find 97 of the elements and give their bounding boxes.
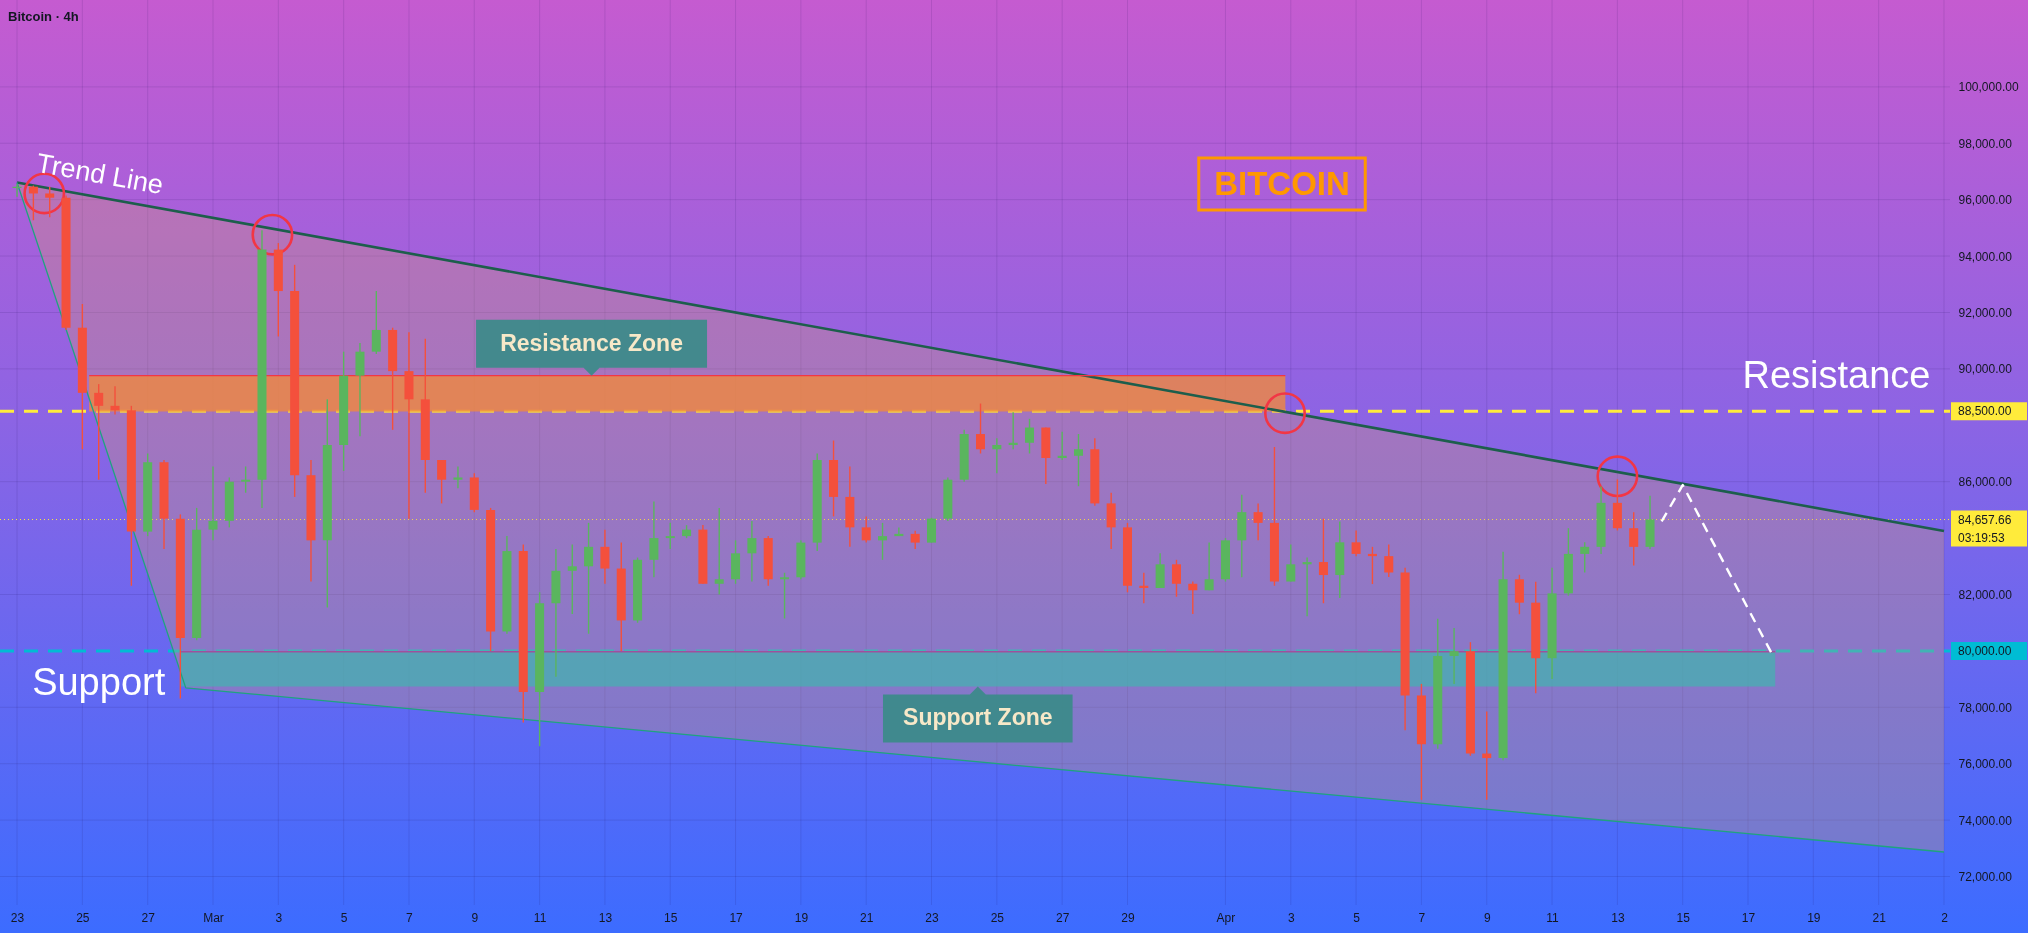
y-tick-label: 72,000.00 (1958, 870, 2013, 885)
x-tick-label: 29 (1121, 910, 1135, 925)
candlestick (437, 459, 447, 505)
series-label: Resistance Zone (500, 329, 683, 356)
candlestick (1204, 541, 1214, 591)
x-tick-label: 13 (598, 910, 613, 925)
x-tick-label: 9 (1483, 910, 1491, 925)
annotation: BITCOIN (1214, 165, 1350, 202)
candlestick (1188, 580, 1198, 615)
x-tick-label: 27 (1055, 910, 1070, 925)
x-tick-label: 19 (794, 910, 809, 925)
candlestick (1171, 559, 1181, 598)
candlestick (1253, 502, 1263, 542)
x-tick-label: 25 (990, 910, 1005, 925)
x-tick-label: 21 (1872, 910, 1887, 925)
candlestick (453, 465, 463, 489)
x-tick-label: 23 (925, 910, 940, 925)
annotation: Resistance (1742, 354, 1931, 397)
y-tick-label: 94,000.00 (1958, 249, 2013, 264)
candlestick (1106, 491, 1116, 550)
candlestick (1351, 529, 1361, 557)
ref-line-label: 84,657.66 (1958, 512, 2012, 527)
x-tick-label: 27 (141, 910, 156, 925)
candlestick (1318, 517, 1328, 604)
x-tick-label: 5 (340, 910, 348, 925)
candlestick (1514, 574, 1524, 615)
x-tick-label: 11 (533, 910, 547, 925)
x-tick-label: 17 (729, 910, 744, 925)
candlestick (910, 530, 920, 550)
candlestick (1008, 411, 1018, 450)
x-tick-label: 9 (471, 910, 479, 925)
candlestick (1367, 546, 1377, 585)
candlestick (1302, 556, 1312, 617)
ref-line-label: 80,000.00 (1958, 643, 2012, 658)
x-tick-label: 25 (76, 910, 90, 925)
x-tick-label: 19 (1807, 910, 1821, 925)
x-tick-label: 17 (1741, 910, 1756, 925)
candlestick (1384, 543, 1394, 578)
x-tick-label: Mar (203, 910, 224, 925)
y-tick-label: 100,000.00 (1958, 80, 2019, 95)
y-tick-label: 90,000.00 (1958, 362, 2013, 377)
x-tick-label: 3 (1287, 910, 1295, 925)
y-tick-label: 74,000.00 (1958, 813, 2013, 828)
x-tick-label: 2 (1941, 910, 1949, 925)
candlestick (1155, 552, 1165, 589)
y-tick-label: 98,000.00 (1958, 136, 2013, 151)
candlestick (894, 526, 904, 537)
candlestick (649, 500, 659, 578)
text: Bitcoin · 4h (8, 9, 79, 24)
candlestick (94, 383, 104, 481)
candlestick (1629, 511, 1639, 567)
candlestick (355, 342, 365, 437)
x-tick-label: 13 (1611, 910, 1625, 925)
x-tick-label: 7 (1418, 910, 1426, 925)
y-tick-label: 96,000.00 (1958, 193, 2013, 208)
candlestick (1057, 431, 1067, 461)
candlestick (714, 507, 724, 596)
ref-line-label: 88,500.00 (1958, 404, 2012, 419)
text: Trend Line (34, 147, 166, 201)
candlestick (747, 520, 757, 583)
y-tick-label: 78,000.00 (1958, 700, 2013, 715)
candlestick (1024, 418, 1035, 455)
x-tick-label: 5 (1353, 910, 1361, 925)
candlestick (976, 402, 986, 455)
candlestick (1449, 627, 1459, 685)
text: 03:19:53 (1958, 530, 2006, 545)
x-tick-label: 15 (664, 910, 678, 925)
candlestick (1580, 541, 1590, 574)
y-tick-label: 82,000.00 (1958, 588, 2013, 602)
candlestick (600, 528, 610, 585)
candlestick (567, 543, 577, 615)
candlestick (1139, 572, 1149, 604)
text: Support Zone (903, 704, 1053, 731)
annotation: Support (32, 660, 166, 703)
candlestick (665, 522, 675, 550)
candlestick (208, 465, 218, 542)
candlestick (861, 515, 871, 544)
x-tick-label: 3 (275, 910, 283, 925)
candlestick (1073, 433, 1083, 487)
candlestick (780, 572, 790, 620)
candlestick (1286, 543, 1296, 583)
candlestick (584, 522, 594, 635)
candlestick (45, 186, 55, 218)
x-tick-label: 21 (860, 910, 874, 925)
x-tick-label: 11 (1546, 910, 1560, 925)
y-tick-label: 86,000.00 (1958, 475, 2013, 490)
x-tick-label: 15 (1676, 910, 1691, 925)
y-tick-label: 92,000.00 (1958, 305, 2013, 320)
y-tick-label: 76,000.00 (1958, 757, 2013, 772)
candlestick (241, 465, 251, 494)
x-tick-label: 23 (10, 910, 25, 925)
candlestick (927, 517, 937, 544)
candlestick (992, 437, 1002, 474)
candlestick (371, 290, 381, 355)
candlestick (878, 522, 888, 561)
x-tick-label: 7 (406, 910, 414, 925)
x-tick-label: Apr (1216, 910, 1236, 925)
